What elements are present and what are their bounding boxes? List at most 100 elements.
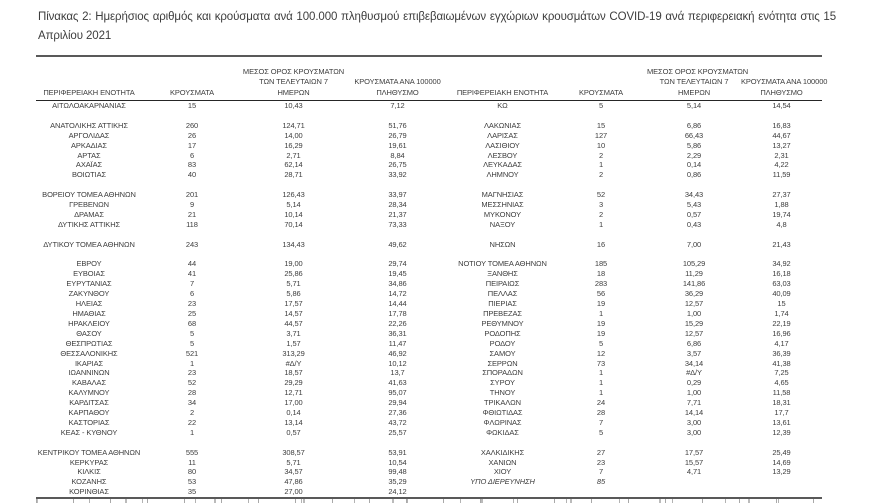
region-cell: ΦΛΩΡΙΝΑΣ — [483, 417, 522, 427]
cases-cell: 5 — [598, 101, 604, 110]
per100k-cell: 63,03 — [772, 279, 791, 289]
header-avg7-left: ΜΕΣΟΣ ΟΡΟΣ ΚΡΟΥΣΜΑΤΩΝ ΤΩΝ ΤΕΛΕΥΤΑΙΩΝ 7 Η… — [242, 56, 345, 101]
cases-cell: 1 — [598, 378, 604, 388]
cases-cell: 83 — [187, 160, 197, 170]
region-cell: ΚΕΡΚΥΡΑΣ — [69, 457, 109, 467]
avg7-cell: 34,14 — [684, 358, 704, 368]
header-label: ΤΩΝ ΤΕΛΕΥΤΑΙΩΝ 7 — [259, 77, 328, 86]
per100k-cell: 13,61 — [772, 417, 791, 427]
region-cell: ΗΡΑΚΛΕΙΟΥ — [68, 318, 110, 328]
region-cell — [36, 438, 142, 448]
region-cell: ΚΑΣΤΟΡΙΑΣ — [68, 417, 110, 427]
per100k-cell: 11,58 — [772, 388, 791, 398]
avg7-cell: 66,43 — [684, 130, 704, 140]
per100k-cell: 14,44 — [388, 299, 407, 309]
region-cell: ΣΥΡΟΥ — [490, 378, 515, 388]
per100k-cell: 2,31 — [774, 150, 789, 160]
avg7-cell: 6,86 — [686, 338, 702, 348]
per100k-cell: 18,31 — [772, 398, 791, 408]
per100k-cell: 49,62 — [388, 239, 407, 249]
avg7-cell: 5,86 — [686, 140, 702, 150]
region-cell: ΣΕΡΡΩΝ — [487, 358, 518, 368]
cases-cell: 260 — [185, 120, 199, 130]
region-cell: ΠΡΕΒΕΖΑΣ — [483, 308, 522, 318]
region-cell: ΘΑΣΟΥ — [76, 328, 102, 338]
avg7-cell: 14,14 — [684, 408, 704, 418]
region-cell: ΚΩ — [497, 101, 508, 110]
region-cell: ΛΑΚΩΝΙΑΣ — [484, 120, 521, 130]
cases-cell: 44 — [187, 259, 197, 269]
per100k-cell: 13,27 — [772, 140, 791, 150]
header-region-left: ΠΕΡΙΦΕΡΕΙΑΚΗ ΕΝΟΤΗΤΑ — [36, 56, 142, 101]
avg7-cell: 12,57 — [684, 328, 704, 338]
per100k-cell: 10,12 — [388, 358, 407, 368]
avg7-cell — [242, 438, 345, 448]
avg7-cell: 1,00 — [686, 308, 702, 318]
per100k-cell: 21,37 — [388, 209, 407, 219]
cases-cell: 15 — [187, 101, 197, 110]
header-row: ΠΕΡΙΦΕΡΕΙΑΚΗ ΕΝΟΤΗΤΑ ΚΡΟΥΣΜΑΤΑ ΜΕΣΟΣ ΟΡΟ… — [36, 56, 827, 101]
avg7-cell: 4,71 — [686, 467, 702, 477]
header-label: ΠΕΡΙΦΕΡΕΙΑΚΗ ΕΝΟΤΗΤΑ — [456, 87, 549, 97]
cases-cell: 127 — [594, 130, 608, 140]
region-cell: ΑΧΑΪΑΣ — [75, 160, 103, 170]
avg7-cell: 12,71 — [284, 388, 303, 398]
cases-cell: 555 — [185, 447, 199, 457]
region-cell: ΚΕΑΣ - ΚΥΘΝΟΥ — [60, 427, 118, 437]
table-row: ΔΡΑΜΑΣ 21 10,14 21,37 ΜΥΚΟΝΟΥ 2 0,57 19,74 — [36, 210, 822, 220]
region-cell: ΝΗΣΩΝ — [489, 239, 516, 249]
per100k-cell: 24,12 — [388, 487, 407, 497]
per100k-cell: 4,17 — [774, 338, 789, 348]
cases-cell: 35 — [187, 487, 197, 497]
avg7-cell: 44,57 — [284, 318, 303, 328]
table-row: ΑΙΤΩΛΟΑΚΑΡΝΑΝΙΑΣ 15 10,43 7,12 ΚΩ 5 5,14 14,54 — [36, 101, 822, 111]
region-cell: ΣΠΟΡΑΔΩΝ — [482, 368, 523, 378]
per100k-cell: 40,09 — [772, 289, 791, 299]
per100k-cell: 34,86 — [388, 279, 407, 289]
per100k-cell — [741, 230, 822, 240]
table-row: ΚΑΡΠΑΘΟΥ 2 0,14 27,36 ΦΘΙΩΤΙΔΑΣ 28 14,14 17,7 — [36, 408, 822, 418]
avg7-cell: 0,29 — [686, 378, 702, 388]
avg7-cell: #Δ/Υ — [686, 368, 702, 378]
cases-cell: 2 — [598, 150, 604, 160]
per100k-cell: 8,84 — [390, 150, 405, 160]
header-label: ΜΕΣΟΣ ΟΡΟΣ ΚΡΟΥΣΜΑΤΩΝ — [647, 66, 749, 76]
region-cell: ΛΗΜΝΟΥ — [486, 170, 519, 180]
avg7-cell: 29,29 — [284, 378, 303, 388]
cases-cell: 24 — [596, 398, 606, 408]
per100k-cell: 26,79 — [388, 130, 407, 140]
region-cell: ΧΑΛΚΙΔΙΚΗΣ — [480, 447, 525, 457]
table-row: ΙΩΑΝΝΙΝΩΝ 23 18,57 13,7 ΣΠΟΡΑΔΩΝ 1 #Δ/Υ 7,25 — [36, 368, 822, 378]
cropped-next-line — [36, 499, 822, 503]
region-cell: ΘΕΣΠΡΩΤΙΑΣ — [65, 338, 113, 348]
per100k-cell: 29,74 — [388, 259, 407, 269]
per100k-cell: 15 — [777, 299, 786, 309]
per100k-cell: 33,92 — [388, 170, 407, 180]
avg7-cell: 15,57 — [684, 457, 704, 467]
region-cell: ΙΩΑΝΝΙΝΩΝ — [68, 368, 110, 378]
region-cell — [450, 230, 555, 240]
per100k-cell: 13,29 — [772, 467, 791, 477]
region-cell: ΒΟΡΕΙΟΥ ΤΟΜΕΑ ΑΘΗΝΩΝ — [42, 190, 136, 200]
per100k-cell: 44,67 — [772, 130, 791, 140]
avg7-cell: 13,14 — [284, 417, 303, 427]
region-cell: ΔΥΤΙΚΟΥ ΤΟΜΕΑ ΑΘΗΝΩΝ — [43, 239, 135, 249]
avg7-cell: 17,57 — [684, 447, 704, 457]
cases-cell: 5 — [189, 338, 195, 348]
header-cases-left: ΚΡΟΥΣΜΑΤΑ — [142, 56, 242, 101]
avg7-cell: 28,71 — [284, 170, 303, 180]
header-per100k-left: ΚΡΟΥΣΜΑΤΑ ΑΝΑ 100000 ΠΛΗΘΥΣΜΟ — [345, 56, 450, 101]
table-row: ΚΕΝΤΡΙΚΟΥ ΤΟΜΕΑ ΑΘΗΝΩΝ 555 308,57 53,91 ΧΑΛΚ… — [36, 448, 822, 458]
header-label: ΠΛΗΘΥΣΜΟ — [376, 87, 419, 97]
avg7-cell: 47,86 — [284, 477, 303, 487]
per100k-cell: 27,36 — [388, 408, 407, 418]
region-cell: ΑΝΑΤΟΛΙΚΗΣ ΑΤΤΙΚΗΣ — [50, 120, 128, 130]
cases-cell: 118 — [186, 219, 198, 229]
cases-cell — [142, 438, 242, 448]
cases-cell: 68 — [187, 318, 197, 328]
per100k-cell: 46,92 — [388, 348, 407, 358]
header-avg7-right: ΜΕΣΟΣ ΟΡΟΣ ΚΡΟΥΣΜΑΤΩΝ ΤΩΝ ΤΕΛΕΥΤΑΙΩΝ 7 Η… — [647, 56, 749, 101]
region-cell: ΧΑΝΙΩΝ — [488, 457, 517, 467]
per100k-cell: 27,37 — [772, 190, 791, 200]
cases-cell — [555, 487, 647, 498]
